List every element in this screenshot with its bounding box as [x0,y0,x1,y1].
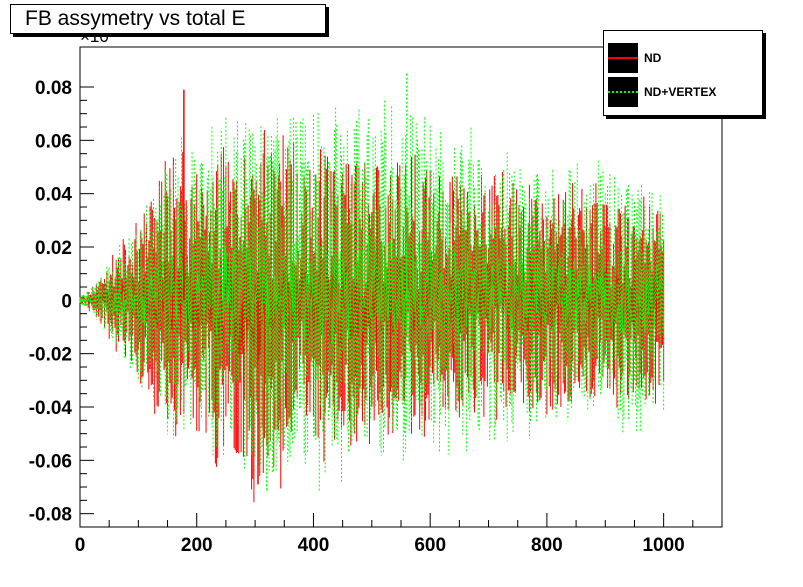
y-tick-label: -0.04 [29,398,73,419]
legend-swatch-nd [608,43,638,73]
y-tick-label: 0.08 [35,78,72,99]
legend-label-nd: ND [644,51,662,65]
series-nd-vertex [79,100,665,492]
y-tick-label: -0.06 [29,451,72,472]
series-line [80,235,665,347]
x-tick-label: 400 [298,535,330,556]
legend-label-nd-vertex: ND+VERTEX [644,85,717,99]
x-tick-label: 200 [181,535,213,556]
y-tick-label: 0 [61,291,72,312]
x-tick-label: 800 [531,535,563,556]
legend-entry-nd-vertex: ND+VERTEX [608,77,716,107]
x-tick-label: 600 [414,535,446,556]
x-tick-label: 0 [75,535,86,556]
chart-title: FB assymetry vs total E [10,4,326,34]
chart-title-text: FB assymetry vs total E [25,7,246,30]
y-tick-label: 0.06 [35,131,72,152]
y-tick-label: 0.02 [35,238,72,259]
y-tick-label: -0.02 [29,345,72,366]
legend: ND ND+VERTEX [603,30,763,116]
y-tick-label: 0.04 [35,185,72,206]
legend-swatch-nd-vertex [608,77,638,107]
legend-entry-nd: ND [608,43,661,73]
y-tick-label: -0.08 [29,505,72,526]
x-tick-label: 1000 [642,535,684,556]
data-marks [79,73,665,503]
